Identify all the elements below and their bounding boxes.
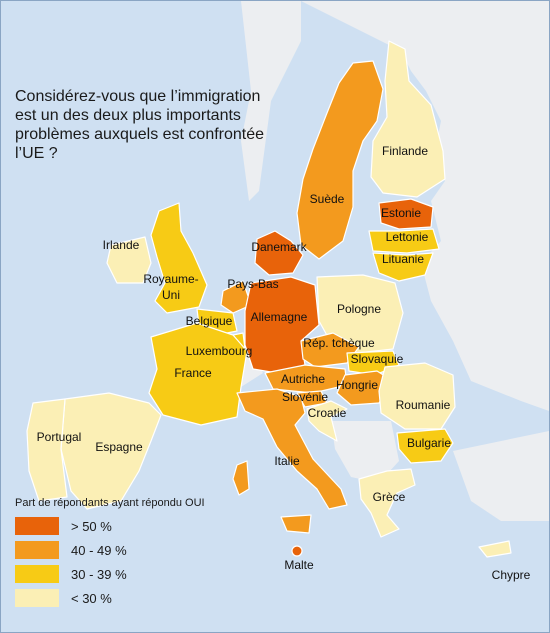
country-royaume-uni bbox=[150, 202, 208, 314]
legend-label: < 30 % bbox=[71, 590, 112, 606]
country-croatie bbox=[306, 400, 348, 442]
label-croatie: Croatie bbox=[308, 406, 347, 420]
country-pologne bbox=[316, 274, 404, 354]
country-norway-finland-area-suede bbox=[296, 60, 384, 260]
legend: Part de répondants ayant répondu OUI > 5… bbox=[15, 497, 235, 611]
label-bulgarie: Bulgarie bbox=[407, 436, 451, 450]
legend-swatch bbox=[15, 517, 59, 535]
country-labels: Suède Finlande Estonie Lettonie Lituanie… bbox=[37, 144, 531, 582]
country-finlande bbox=[370, 40, 446, 198]
country-lettonie bbox=[368, 228, 440, 254]
legend-swatch bbox=[15, 541, 59, 559]
legend-swatch bbox=[15, 589, 59, 607]
country-malte bbox=[291, 545, 303, 557]
legend-item: < 30 % bbox=[15, 587, 235, 609]
legend-label: > 50 % bbox=[71, 518, 112, 534]
label-espagne: Espagne bbox=[95, 440, 143, 454]
label-rep-tcheque: Rép. tchèque bbox=[303, 336, 375, 350]
country-italie-sardaigne bbox=[232, 460, 250, 496]
label-pays-bas: Pays-Bas bbox=[227, 277, 278, 291]
label-irlande: Irlande bbox=[103, 238, 140, 252]
label-royaume-uni: Royaume- Uni bbox=[143, 272, 198, 302]
label-danemark: Danemark bbox=[251, 240, 307, 254]
label-belgique: Belgique bbox=[186, 314, 233, 328]
label-royaume-uni-text: Royaume- bbox=[143, 272, 198, 286]
label-chypre: Chypre bbox=[492, 568, 531, 582]
country-france bbox=[148, 322, 248, 426]
label-autriche: Autriche bbox=[281, 372, 325, 386]
legend-swatch bbox=[15, 565, 59, 583]
label-portugal: Portugal bbox=[37, 430, 82, 444]
country-portugal bbox=[26, 398, 68, 502]
country-irlande bbox=[106, 236, 152, 284]
legend-item: 30 - 39 % bbox=[15, 563, 235, 585]
label-roumanie: Roumanie bbox=[396, 398, 451, 412]
country-italie-sicile bbox=[280, 514, 312, 534]
label-luxembourg: Luxembourg bbox=[186, 344, 253, 358]
label-france: France bbox=[174, 366, 212, 380]
non-eu-land bbox=[223, 1, 549, 521]
country-espagne bbox=[60, 392, 162, 510]
label-pologne: Pologne bbox=[337, 302, 381, 316]
country-grece bbox=[358, 468, 416, 538]
label-estonie: Estonie bbox=[381, 206, 421, 220]
country-rep-tcheque bbox=[300, 332, 360, 368]
country-danemark bbox=[254, 230, 304, 276]
label-slovenie: Slovénie bbox=[282, 390, 328, 404]
legend-item: 40 - 49 % bbox=[15, 539, 235, 561]
country-pays-bas bbox=[220, 280, 252, 314]
country-italie bbox=[236, 388, 348, 510]
country-lituanie bbox=[372, 252, 434, 282]
label-malte: Malte bbox=[284, 558, 314, 572]
label-grece: Grèce bbox=[373, 490, 406, 504]
label-suede: Suède bbox=[310, 192, 345, 206]
label-hongrie: Hongrie bbox=[336, 378, 378, 392]
legend-label: 30 - 39 % bbox=[71, 566, 127, 582]
label-lettonie: Lettonie bbox=[386, 230, 429, 244]
legend-title: Part de répondants ayant répondu OUI bbox=[15, 497, 205, 509]
map-title: Considérez-vous que l’immigration est un… bbox=[15, 88, 265, 162]
label-allemagne: Allemagne bbox=[251, 310, 308, 324]
country-estonie bbox=[378, 198, 434, 230]
legend-label: 40 - 49 % bbox=[71, 542, 127, 558]
label-royaume-uni-text-2: Uni bbox=[162, 288, 180, 302]
country-bulgarie bbox=[396, 428, 454, 464]
country-chypre bbox=[478, 540, 512, 558]
label-finlande: Finlande bbox=[382, 144, 428, 158]
label-italie: Italie bbox=[274, 454, 300, 468]
label-lituanie: Lituanie bbox=[382, 252, 424, 266]
label-slovaquie: Slovaquie bbox=[351, 352, 404, 366]
legend-item: > 50 % bbox=[15, 515, 235, 537]
country-roumanie bbox=[378, 362, 456, 430]
